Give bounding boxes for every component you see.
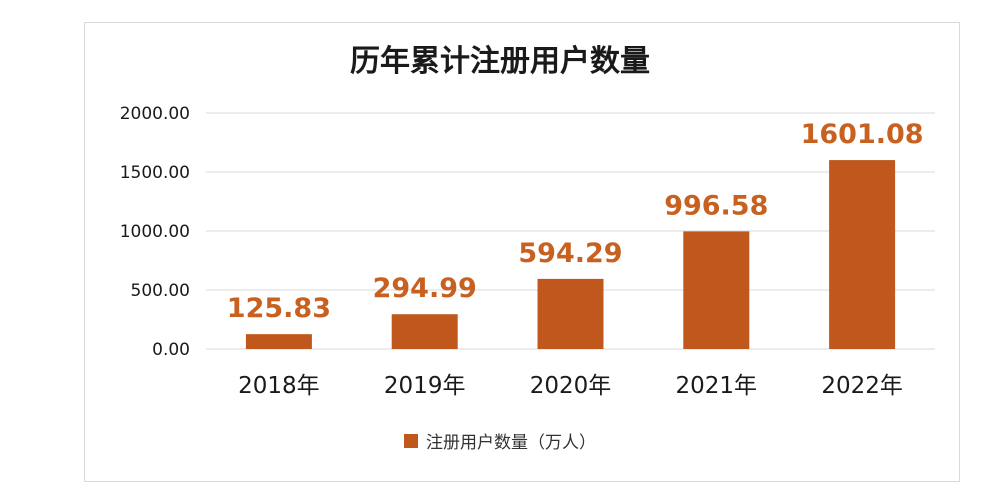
bar	[391, 314, 458, 349]
legend: 注册用户数量（万人）	[0, 428, 1000, 453]
y-tick-label: 1000.00	[120, 222, 190, 242]
data-label: 1601.08	[801, 119, 924, 150]
legend-swatch	[404, 433, 418, 448]
x-tick-label: 2018年	[238, 373, 320, 399]
bar	[245, 334, 312, 349]
y-tick-label: 0.00	[152, 340, 190, 360]
y-tick-label: 1500.00	[120, 163, 190, 183]
bars	[245, 160, 896, 349]
y-tick-label: 500.00	[131, 281, 190, 301]
x-axis-ticks: 2018年 2019年 2020年 2021年 2022年	[238, 373, 903, 399]
chart-title: 历年累计注册用户数量	[350, 44, 650, 79]
y-axis-ticks: 0.00 500.00 1000.00 1500.00 2000.00	[120, 104, 190, 360]
data-label: 125.83	[227, 293, 331, 324]
x-tick-label: 2020年	[530, 373, 612, 399]
bar	[829, 160, 896, 349]
data-labels: 125.83 294.99 594.29 996.58 1601.08	[227, 119, 924, 324]
y-tick-label: 2000.00	[120, 104, 190, 124]
x-tick-label: 2019年	[384, 373, 466, 399]
data-label: 294.99	[373, 273, 477, 304]
x-tick-label: 2021年	[676, 373, 758, 399]
x-tick-label: 2022年	[821, 373, 903, 399]
bar	[683, 231, 750, 349]
data-label: 594.29	[518, 238, 622, 269]
bar	[537, 278, 604, 349]
data-label: 996.58	[664, 190, 768, 221]
legend-label: 注册用户数量（万人）	[426, 433, 596, 453]
chart-frame	[84, 22, 960, 482]
